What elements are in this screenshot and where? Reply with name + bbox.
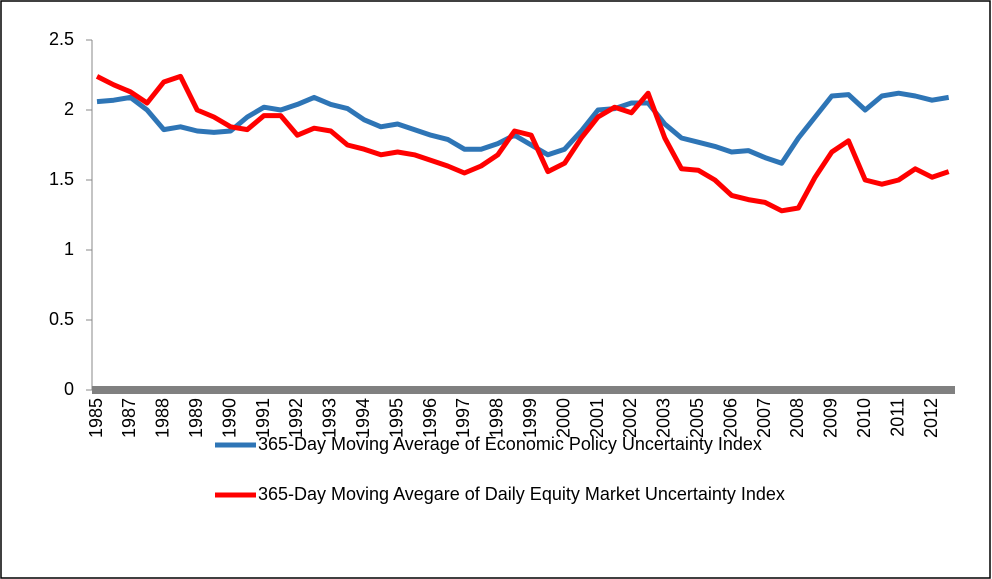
series-line: [96, 90, 950, 166]
x-tick-label: 1989: [186, 398, 206, 438]
x-tick-label: 1987: [119, 398, 139, 438]
y-tick-label: 0.5: [49, 309, 74, 329]
legend-label: 365-Day Moving Average of Economic Polic…: [258, 434, 762, 454]
x-tick-label: 1990: [219, 398, 239, 438]
x-tick-label: 2008: [787, 398, 807, 438]
x-tick-label: 2005: [687, 398, 707, 438]
x-tick-label: 1993: [320, 398, 340, 438]
x-tick-label: 2009: [821, 398, 841, 438]
x-tick-label: 2006: [720, 398, 740, 438]
x-tick-label: 1992: [286, 398, 306, 438]
y-tick-label: 0: [64, 379, 74, 399]
series-line: [95, 73, 950, 214]
x-tick-label: 2010: [854, 398, 874, 438]
legend-label: 365-Day Moving Avegare of Daily Equity M…: [258, 484, 785, 504]
x-tick-label: 2012: [921, 398, 941, 438]
x-tick-label: 2011: [887, 398, 907, 437]
x-tick-label: 1994: [353, 398, 373, 438]
x-tick-label: 2003: [654, 398, 674, 438]
x-tick-label: 1997: [453, 398, 473, 438]
y-tick-label: 2.5: [49, 29, 74, 49]
x-tick-label: 1996: [420, 398, 440, 438]
x-tick-label: 2007: [754, 398, 774, 438]
x-tick-label: 2001: [587, 398, 607, 438]
x-tick-label: 2000: [553, 398, 573, 438]
x-tick-label: 1991: [253, 398, 273, 438]
y-tick-label: 1.5: [49, 169, 74, 189]
x-tick-label: 1985: [86, 398, 106, 438]
x-tick-label: 1988: [153, 398, 173, 438]
x-tick-label: 1998: [487, 398, 507, 438]
x-tick-label: 2002: [620, 398, 640, 438]
x-tick-label: 1995: [386, 398, 406, 438]
x-tick-label: 1999: [520, 398, 540, 438]
y-tick-label: 2: [64, 99, 74, 119]
y-tick-label: 1: [64, 239, 74, 259]
